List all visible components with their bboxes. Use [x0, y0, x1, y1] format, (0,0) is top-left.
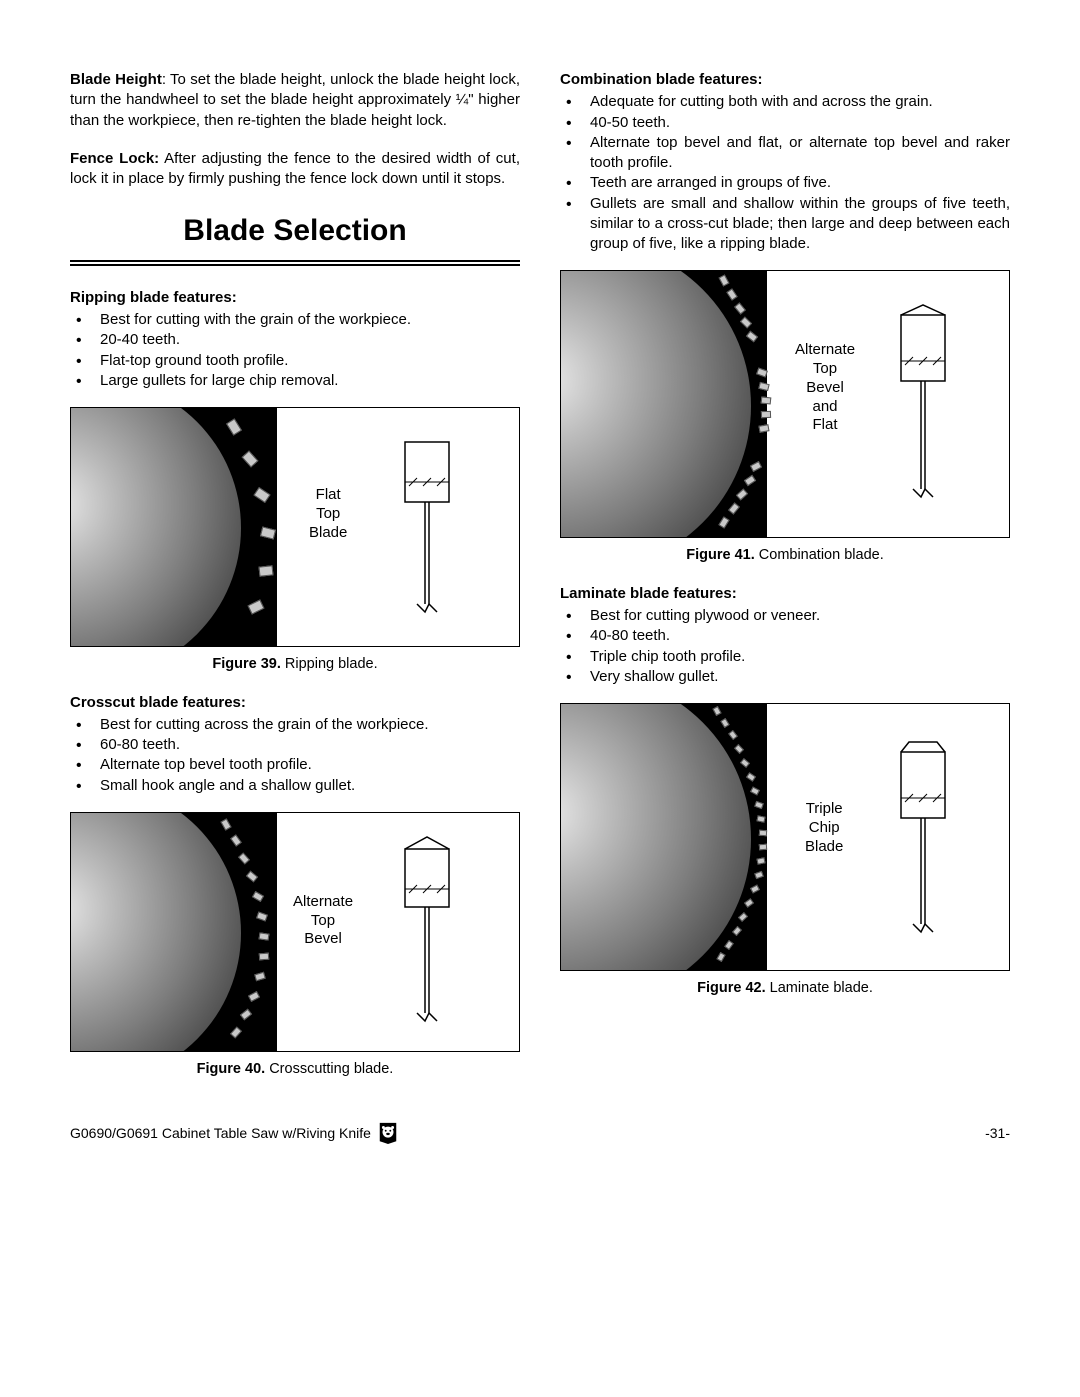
crosscut-list: Best for cutting across the grain of the… — [70, 715, 520, 796]
figure-41: Alternate Top Bevel and Flat — [560, 270, 1010, 538]
fig40-label: Alternate Top Bevel — [293, 893, 353, 949]
list-item: Very shallow gullet. — [560, 667, 1010, 687]
atbf-profile-icon — [897, 299, 957, 509]
fence-lock-para: Fence Lock: After adjusting the fence to… — [70, 149, 520, 190]
footer-doc-title: G0690/G0691 Cabinet Table Saw w/Riving K… — [70, 1124, 371, 1143]
fig39-caption: Figure 39. Ripping blade. — [70, 655, 520, 675]
list-item: Best for cutting plywood or veneer. — [560, 606, 1010, 626]
list-item: 40-50 teeth. — [560, 113, 1010, 133]
list-item: 40-80 teeth. — [560, 626, 1010, 646]
section-rule — [70, 260, 520, 266]
fig42-label: Triple Chip Blade — [805, 800, 843, 856]
fig39-label: Flat Top Blade — [309, 486, 347, 542]
ripping-list: Best for cutting with the grain of the w… — [70, 310, 520, 391]
fig41-caption: Figure 41. Combination blade. — [560, 546, 1010, 566]
figure-39: Flat Top Blade — [70, 407, 520, 647]
list-item: 20-40 teeth. — [70, 330, 520, 350]
list-item: 60-80 teeth. — [70, 735, 520, 755]
list-item: Small hook angle and a shallow gullet. — [70, 776, 520, 796]
page-number: -31- — [985, 1124, 1010, 1143]
list-item: Triple chip tooth profile. — [560, 647, 1010, 667]
list-item: Best for cutting across the grain of the… — [70, 715, 520, 735]
left-column: Blade Height: To set the blade height, u… — [70, 70, 520, 1097]
fig40-caption: Figure 40. Crosscutting blade. — [70, 1060, 520, 1080]
blade-height-label: Blade Height — [70, 71, 162, 88]
section-title: Blade Selection — [70, 211, 520, 252]
page-columns: Blade Height: To set the blade height, u… — [70, 70, 1010, 1097]
fig41-label: Alternate Top Bevel and Flat — [795, 341, 855, 435]
list-item: Flat-top ground tooth profile. — [70, 351, 520, 371]
list-item: Alternate top bevel tooth profile. — [70, 755, 520, 775]
list-item: Gullets are small and shallow within the… — [560, 194, 1010, 255]
flat-top-profile-icon — [401, 436, 461, 626]
crosscut-head: Crosscut blade features: — [70, 693, 520, 713]
bear-logo-icon — [377, 1121, 399, 1145]
ripping-head: Ripping blade features: — [70, 288, 520, 308]
list-item: Large gullets for large chip removal. — [70, 371, 520, 391]
footer-left-group: G0690/G0691 Cabinet Table Saw w/Riving K… — [70, 1121, 399, 1145]
tcg-profile-icon — [897, 734, 957, 944]
combo-head: Combination blade features: — [560, 70, 1010, 90]
fence-lock-label: Fence Lock: — [70, 150, 159, 167]
list-item: Best for cutting with the grain of the w… — [70, 310, 520, 330]
list-item: Teeth are arranged in groups of five. — [560, 173, 1010, 193]
right-column: Combination blade features: Adequate for… — [560, 70, 1010, 1097]
combo-list: Adequate for cutting both with and acros… — [560, 92, 1010, 254]
list-item: Adequate for cutting both with and acros… — [560, 92, 1010, 112]
figure-42: Triple Chip Blade — [560, 703, 1010, 971]
atb-profile-icon — [401, 833, 461, 1033]
figure-40: Alternate Top Bevel — [70, 812, 520, 1052]
blade-height-para: Blade Height: To set the blade height, u… — [70, 70, 520, 131]
page-footer: G0690/G0691 Cabinet Table Saw w/Riving K… — [70, 1121, 1010, 1145]
fig42-caption: Figure 42. Laminate blade. — [560, 979, 1010, 999]
laminate-list: Best for cutting plywood or veneer.40-80… — [560, 606, 1010, 687]
list-item: Alternate top bevel and flat, or alterna… — [560, 133, 1010, 174]
laminate-head: Laminate blade features: — [560, 584, 1010, 604]
